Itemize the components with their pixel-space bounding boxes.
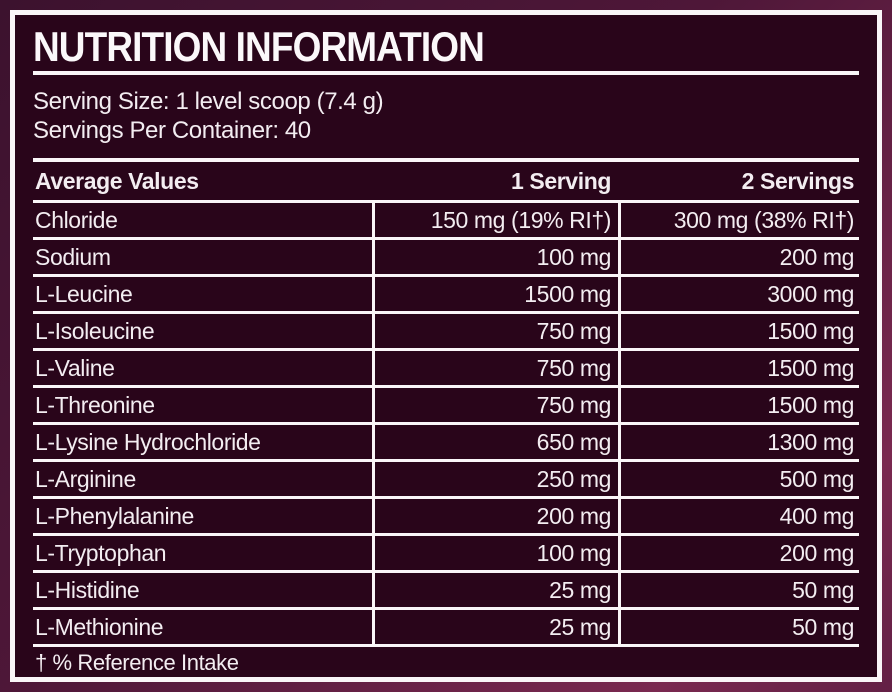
- row-1-serving-value: 150 mg (19% RI†): [372, 203, 618, 237]
- row-nutrient-name: L-Methionine: [35, 613, 164, 640]
- table-row: L-Isoleucine 750 mg 1500 mg: [33, 314, 859, 351]
- row-1-serving-value: 25 mg: [372, 573, 618, 607]
- nutrition-label-panel: NUTRITION INFORMATION Serving Size: 1 le…: [10, 10, 882, 682]
- row-nutrient-name: Sodium: [35, 243, 111, 270]
- footnote-reference-intake: † % Reference Intake: [35, 650, 239, 675]
- row-2-servings-value: 50 mg: [618, 610, 859, 644]
- serving-size-text: Serving Size: 1 level scoop (7.4 g): [33, 88, 384, 115]
- row-1-serving-value: 1500 mg: [372, 277, 618, 311]
- title-divider: [33, 71, 859, 75]
- servings-per-container-text: Servings Per Container: 40: [33, 117, 311, 144]
- row-2-servings-value: 200 mg: [618, 536, 859, 570]
- table-row: L-Threonine 750 mg 1500 mg: [33, 388, 859, 425]
- row-1-serving-value: 200 mg: [372, 499, 618, 533]
- table-row: L-Methionine 25 mg 50 mg: [33, 610, 859, 647]
- row-nutrient-name: L-Arginine: [35, 465, 136, 492]
- row-2-servings-value: 400 mg: [618, 499, 859, 533]
- row-1-serving-value: 750 mg: [372, 351, 618, 385]
- row-1-serving-value: 100 mg: [372, 240, 618, 274]
- row-2-servings-value: 200 mg: [618, 240, 859, 274]
- row-nutrient-name: Chloride: [35, 206, 118, 233]
- column-header-1-serving: 1 Serving: [511, 167, 611, 194]
- row-nutrient-name: L-Valine: [35, 354, 115, 381]
- table-row: L-Tryptophan 100 mg 200 mg: [33, 536, 859, 573]
- table-row: L-Arginine 250 mg 500 mg: [33, 462, 859, 499]
- table-row: L-Phenylalanine 200 mg 400 mg: [33, 499, 859, 536]
- label-title: NUTRITION INFORMATION: [33, 23, 485, 70]
- column-header-2-servings: 2 Servings: [741, 167, 855, 194]
- table-row: L-Histidine 25 mg 50 mg: [33, 573, 859, 610]
- table-row: L-Lysine Hydrochloride 650 mg 1300 mg: [33, 425, 859, 462]
- row-2-servings-value: 1500 mg: [618, 351, 859, 385]
- row-nutrient-name: L-Phenylalanine: [35, 502, 194, 529]
- row-1-serving-value: 250 mg: [372, 462, 618, 496]
- row-1-serving-value: 100 mg: [372, 536, 618, 570]
- nutrition-table: Average Values 1 Serving 2 Servings Chlo…: [33, 158, 859, 647]
- table-row: L-Valine 750 mg 1500 mg: [33, 351, 859, 388]
- row-2-servings-value: 500 mg: [618, 462, 859, 496]
- table-row: L-Leucine 1500 mg 3000 mg: [33, 277, 859, 314]
- row-nutrient-name: L-Lysine Hydrochloride: [35, 428, 261, 455]
- table-row: Sodium 100 mg 200 mg: [33, 240, 859, 277]
- row-2-servings-value: 1500 mg: [618, 314, 859, 348]
- table-row: Chloride 150 mg (19% RI†) 300 mg (38% RI…: [33, 203, 859, 240]
- row-1-serving-value: 750 mg: [372, 388, 618, 422]
- serving-info: Serving Size: 1 level scoop (7.4 g) Serv…: [33, 87, 859, 145]
- row-nutrient-name: L-Isoleucine: [35, 317, 155, 344]
- row-1-serving-value: 750 mg: [372, 314, 618, 348]
- column-header-average-values: Average Values: [35, 167, 199, 194]
- row-nutrient-name: L-Leucine: [35, 280, 133, 307]
- row-2-servings-value: 3000 mg: [618, 277, 859, 311]
- row-nutrient-name: L-Threonine: [35, 391, 155, 418]
- row-1-serving-value: 650 mg: [372, 425, 618, 459]
- row-2-servings-value: 300 mg (38% RI†): [618, 203, 859, 237]
- table-rows: Chloride 150 mg (19% RI†) 300 mg (38% RI…: [33, 203, 859, 647]
- row-2-servings-value: 50 mg: [618, 573, 859, 607]
- row-1-serving-value: 25 mg: [372, 610, 618, 644]
- row-nutrient-name: L-Tryptophan: [35, 539, 167, 566]
- table-header-row: Average Values 1 Serving 2 Servings: [33, 162, 859, 203]
- row-2-servings-value: 1300 mg: [618, 425, 859, 459]
- row-nutrient-name: L-Histidine: [35, 576, 140, 603]
- row-2-servings-value: 1500 mg: [618, 388, 859, 422]
